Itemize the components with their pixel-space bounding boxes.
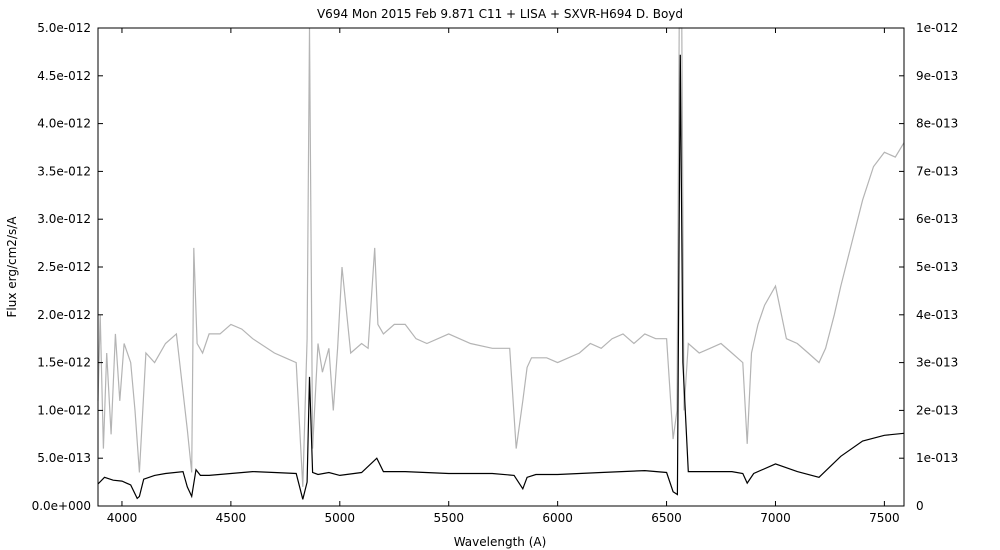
y-tick-label: 5.0e-012: [37, 21, 91, 35]
y-tick-label: 3.0e-012: [37, 212, 91, 226]
y-tick-label: 1.5e-012: [37, 356, 91, 370]
y-tick-label: 1.0e-012: [37, 403, 91, 417]
y2-tick-label: 6e-013: [916, 212, 958, 226]
y-axis-label: Flux erg/cm2/s/A: [5, 216, 19, 318]
y-tick-label: 4.0e-012: [37, 117, 91, 131]
y-tick-label: 2.5e-012: [37, 260, 91, 274]
y2-tick-label: 8e-013: [916, 117, 958, 131]
x-tick-label: 4000: [107, 511, 138, 525]
y2-tick-label: 9e-013: [916, 69, 958, 83]
y-tick-label: 4.5e-012: [37, 69, 91, 83]
x-tick-label: 6000: [542, 511, 573, 525]
axis-ticks: 4000 4500 5000 5500 6000 6500 7000 7500 0.0e+000…: [32, 21, 959, 525]
x-tick-label: 7000: [760, 511, 791, 525]
y-tick-label: 3.5e-012: [37, 164, 91, 178]
y2-tick-label: 4e-013: [916, 308, 958, 322]
series-line-right-axis: [97, 27, 905, 487]
y2-tick-label: 0: [916, 499, 924, 513]
y2-tick-label: 1e-012: [916, 21, 958, 35]
plot-area: [97, 27, 905, 500]
y2-tick-label: 5e-013: [916, 260, 958, 274]
y2-tick-label: 3e-013: [916, 356, 958, 370]
x-tick-label: 5500: [433, 511, 464, 525]
chart-title: V694 Mon 2015 Feb 9.871 C11 + LISA + SXV…: [317, 7, 683, 21]
x-axis-label: Wavelength (A): [454, 535, 547, 549]
x-tick-label: 6500: [651, 511, 682, 525]
plot-frame: [97, 27, 905, 507]
x-tick-label: 5000: [325, 511, 356, 525]
y2-tick-label: 7e-013: [916, 164, 958, 178]
series-line-left-axis: [97, 54, 905, 500]
x-tick-label: 4500: [216, 511, 247, 525]
y2-tick-label: 1e-013: [916, 451, 958, 465]
y2-tick-label: 2e-013: [916, 403, 958, 417]
y-tick-label: 2.0e-012: [37, 308, 91, 322]
x-tick-label: 7500: [869, 511, 900, 525]
y-tick-label: 0.0e+000: [32, 499, 91, 513]
y-tick-label: 5.0e-013: [37, 451, 91, 465]
